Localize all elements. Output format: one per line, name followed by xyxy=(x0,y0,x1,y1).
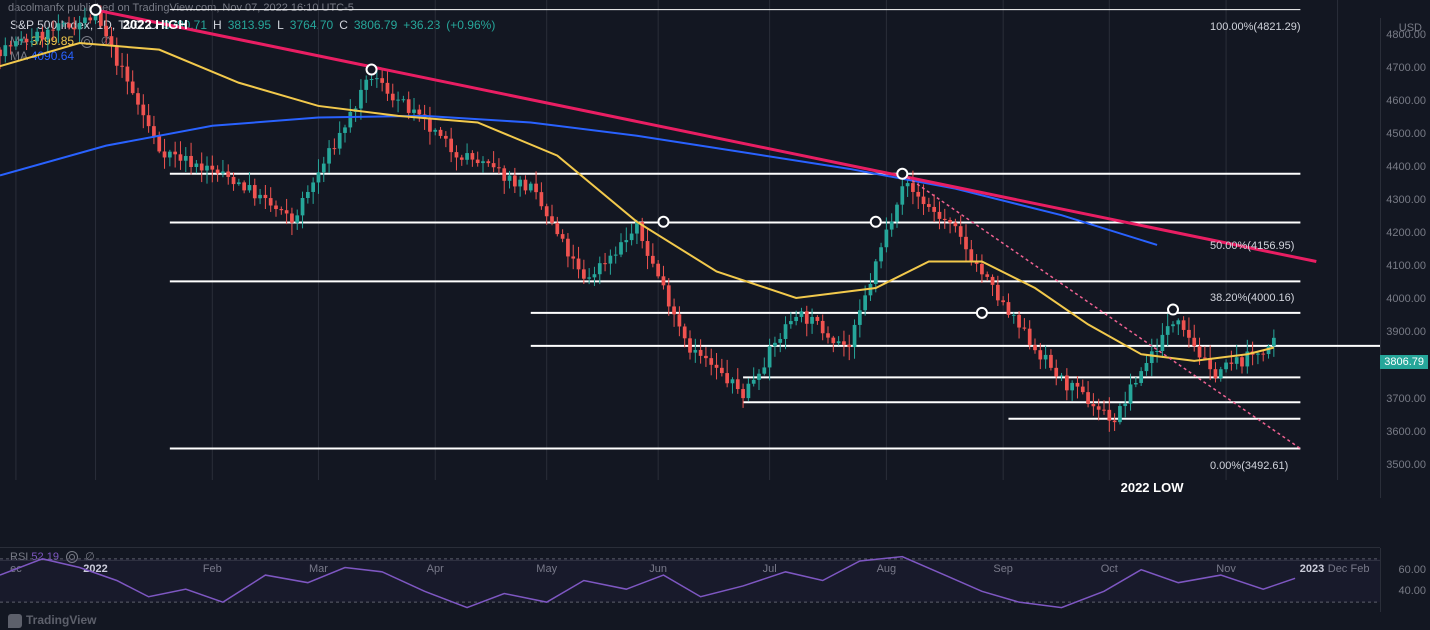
y-tick: 4600.00 xyxy=(1386,95,1426,107)
y-tick: 3700.00 xyxy=(1386,393,1426,405)
y-tick: 4800.00 xyxy=(1386,29,1426,41)
rsi-y-axis[interactable]: 40.00 60.00 xyxy=(1380,548,1430,612)
y-tick: 4700.00 xyxy=(1386,62,1426,74)
rsi-panel[interactable]: RSI 52.19 ∅ 40.0060.00 xyxy=(0,547,1380,612)
chart-annotation: 2022 HIGH xyxy=(123,17,188,32)
y-tick: 4300.00 xyxy=(1386,194,1426,206)
fib-label: 38.20%(4000.16) xyxy=(1210,292,1294,304)
fib-label: 100.00%(4821.29) xyxy=(1210,21,1301,33)
last-price-badge: 3806.79 xyxy=(1380,355,1428,369)
y-tick: 3500.00 xyxy=(1386,459,1426,471)
y-tick: 3900.00 xyxy=(1386,326,1426,338)
y-axis[interactable]: 3500.00 3600.00 3700.00 3806.79 3900.00 4000.… xyxy=(1380,18,1430,498)
logo-icon xyxy=(8,614,22,628)
price-chart[interactable] xyxy=(0,0,1380,480)
rsi-chart xyxy=(0,548,1380,613)
chart-annotation: 2022 LOW xyxy=(1121,480,1184,495)
y-tick: 4100.00 xyxy=(1386,260,1426,272)
y-tick: 4400.00 xyxy=(1386,161,1426,173)
rsi-y-tick: 40.00 xyxy=(1398,585,1426,597)
y-tick: 4200.00 xyxy=(1386,227,1426,239)
rsi-y-tick: 60.00 xyxy=(1398,564,1426,576)
y-tick: 3600.00 xyxy=(1386,426,1426,438)
tradingview-logo: TradingView xyxy=(8,613,96,628)
fib-label: 0.00%(3492.61) xyxy=(1210,460,1288,472)
y-tick: 4000.00 xyxy=(1386,293,1426,305)
y-tick: 4500.00 xyxy=(1386,128,1426,140)
fib-label: 50.00%(4156.95) xyxy=(1210,240,1294,252)
